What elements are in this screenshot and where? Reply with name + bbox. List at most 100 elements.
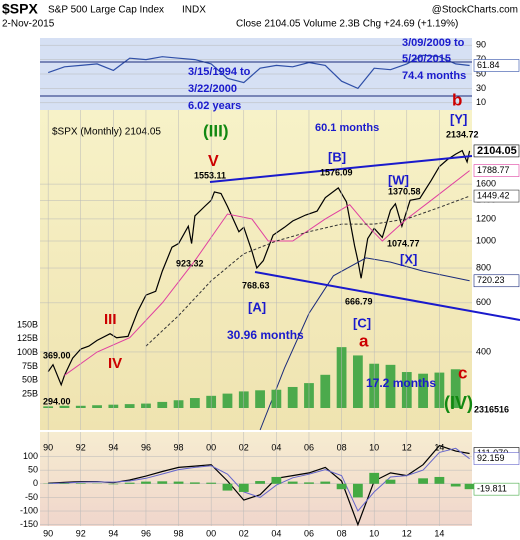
annotation: 923.32 [176, 258, 204, 268]
annotation: 1074.77 [387, 238, 420, 248]
y-tick-label: -50 [25, 492, 38, 502]
bar [320, 481, 331, 484]
y-tick-label: 800 [476, 262, 491, 272]
trend-line [254, 271, 520, 321]
bar [75, 483, 86, 484]
y-tick-label: -150 [20, 519, 38, 529]
y-tick-label: 125B [17, 333, 38, 343]
y-tick-label: 50 [28, 465, 38, 475]
x-tick-label: 98 [174, 528, 184, 538]
bar [222, 393, 233, 408]
value-label-box [473, 59, 520, 72]
annotation: [X] [400, 251, 417, 266]
value-label: -19.811 [477, 484, 507, 494]
y-tick-label: 25B [22, 389, 38, 399]
value-label: 2104.05 [477, 145, 517, 157]
series-line [48, 447, 470, 512]
bar [385, 364, 396, 408]
x-tick-label: 10 [369, 528, 379, 538]
bar [157, 401, 168, 408]
index-name: S&P 500 Large Cap Index [48, 5, 164, 16]
bar [369, 472, 380, 484]
bar [336, 483, 347, 490]
y-tick-label: 150B [17, 319, 38, 329]
x-tick-label: 06 [304, 528, 314, 538]
bar [189, 398, 200, 408]
x-tick-label: 96 [141, 528, 151, 538]
value-label-box [473, 482, 520, 496]
bar [157, 481, 168, 484]
x-tick-label: 90 [43, 528, 53, 538]
annotation: 768.63 [242, 280, 270, 290]
annotation: [B] [328, 149, 346, 164]
exchange: INDX [182, 5, 206, 16]
annotation: IV [108, 355, 122, 372]
y-tick-label: 600 [476, 297, 491, 307]
annotation: [Y] [450, 111, 467, 126]
bar [450, 369, 461, 408]
source: @StockCharts.com [432, 5, 518, 16]
y-tick-label: 100 [23, 451, 38, 461]
value-label: 61.84 [477, 60, 500, 70]
bar [418, 478, 428, 484]
annotation: [C] [353, 315, 371, 330]
y-tick-label: 90 [476, 40, 486, 50]
bar [464, 483, 475, 490]
annotation: 1553.11 [194, 170, 226, 180]
bar [92, 405, 102, 408]
value-label: 1788.77 [477, 165, 510, 175]
bar [450, 483, 461, 487]
symbol: $SPX [2, 1, 38, 17]
value-label-box [473, 189, 520, 203]
annotation: 1576.09 [320, 167, 353, 177]
date: 2-Nov-2015 [2, 19, 55, 30]
bar [271, 476, 282, 484]
trend-line [209, 155, 473, 183]
annotation: 2134.72 [446, 129, 479, 139]
bar [287, 481, 298, 484]
annotation: 6.02 years [188, 100, 241, 112]
value-label-box [473, 452, 520, 465]
series-line [145, 195, 470, 347]
bar [206, 482, 217, 484]
annotation: 5/20/2015 [402, 53, 451, 65]
bar [59, 405, 70, 408]
annotation: a [359, 331, 369, 350]
bar [173, 481, 184, 484]
value-label-box [473, 144, 520, 158]
series-line [47, 149, 471, 387]
x-tick-label: 02 [239, 528, 249, 538]
annotation: 666.79 [345, 296, 373, 306]
bar [352, 355, 363, 408]
legend-entry: $SPX (Monthly) 2104.05 [52, 127, 161, 138]
bar [255, 481, 265, 484]
x-tick-label: 04 [271, 528, 281, 538]
y-tick-label: 1600 [476, 178, 496, 188]
annotation: 294.00 [43, 396, 71, 406]
y-tick-label: 1200 [476, 213, 496, 223]
bar [434, 476, 445, 484]
y-tick-label: 30 [476, 83, 486, 93]
value-label-box [473, 274, 520, 288]
bar [385, 479, 396, 484]
bar [222, 483, 233, 491]
annotation: 369.00 [43, 350, 71, 360]
x-tick-label: 92 [76, 528, 86, 538]
annotation: (IV) [444, 393, 473, 413]
x-tick-label: 00 [206, 528, 216, 538]
series-line [259, 257, 470, 431]
bar [59, 483, 70, 484]
quote: Close 2104.05 Volume 2.3B Chg +24.69 (+1… [236, 19, 458, 30]
bar [238, 483, 249, 492]
annotation: 3/15/1994 to [188, 66, 251, 78]
annotation: 60.1 months [315, 122, 379, 134]
annotation: 1370.58 [388, 186, 421, 196]
y-tick-label: 400 [476, 346, 491, 356]
x-tick-label: 12 [402, 528, 412, 538]
y-tick-label: 70 [476, 54, 486, 64]
y-tick-label: 50B [22, 375, 38, 385]
annotation: 74.4 months [402, 70, 466, 82]
annotation: 3/09/2009 to [402, 37, 465, 49]
value-label-box [473, 164, 520, 177]
